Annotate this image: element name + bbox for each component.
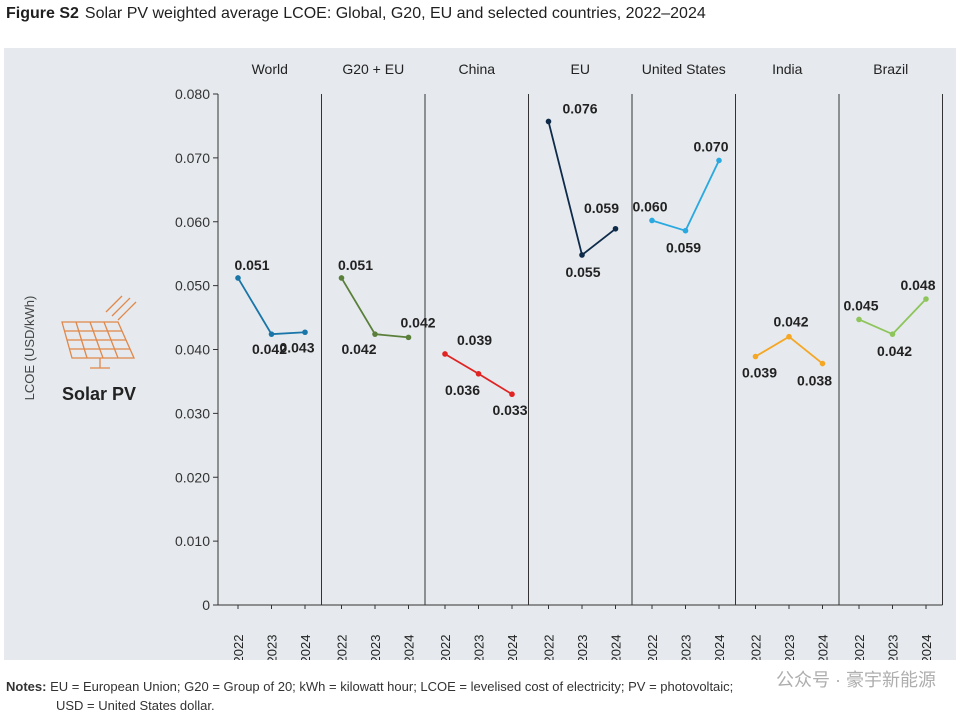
panel-header: United States [642,61,726,77]
y-tick-label: 0.040 [175,342,210,358]
data-label: 0.059 [666,240,701,256]
data-point [579,252,585,258]
data-point [235,275,241,281]
x-tick-label: 2023 [886,635,901,660]
data-point [545,118,552,125]
x-tick-label: 2024 [609,635,624,660]
series-line [755,335,824,365]
figure-label: Figure S2 [6,5,79,22]
data-point [612,225,619,232]
data-point [716,157,722,164]
data-label: 0.039 [742,365,777,381]
data-label: 0.055 [565,264,600,280]
data-point [819,360,826,367]
data-label: 0.076 [563,100,598,116]
data-label: 0.042 [252,341,287,357]
data-label: 0.051 [234,257,269,273]
y-tick-label: 0.050 [175,278,210,294]
notes: Notes: EU = European Union; G20 = Group … [6,677,946,715]
x-tick-label: 2024 [298,635,313,660]
series-line [547,121,617,257]
figure-title-text: Solar PV weighted average LCOE: Global, … [84,5,706,22]
panel-header: EU [571,61,590,77]
x-tick-label: 2022 [645,635,660,660]
data-point [649,217,655,224]
data-label: 0.033 [492,402,527,418]
watermark: 公众号 · 豪宇新能源 [776,670,936,690]
x-tick-label: 2023 [265,635,280,660]
x-tick-label: 2022 [852,635,867,660]
x-tick-label: 2024 [816,635,831,660]
x-tick-label: 2023 [782,635,797,660]
y-tick-label: 0.060 [175,214,210,230]
x-tick-label: 2024 [505,635,520,660]
data-point [889,331,896,337]
x-tick-label: 2024 [402,635,417,660]
data-point [372,331,378,337]
panel-header: World [252,61,288,77]
data-label: 0.042 [877,343,912,359]
data-label: 0.070 [693,138,728,154]
data-label: 0.036 [445,382,480,398]
panel-header: China [458,61,495,77]
y-tick-label: 0.010 [175,533,210,549]
solar-pv-label: Solar PV [62,384,137,404]
series-line [237,277,306,336]
x-tick-label: 2023 [472,635,487,660]
x-tick-label: 2022 [542,635,557,660]
x-tick-label: 2022 [438,635,453,660]
data-label: 0.042 [341,341,376,357]
panel-header: G20 + EU [342,61,404,77]
data-label: 0.051 [338,257,373,273]
y-axis-title: LCOE (USD/kWh) [22,296,37,401]
data-label: 0.039 [457,332,492,348]
y-tick-label: 0.030 [175,405,210,421]
data-point [752,353,759,360]
data-point [682,227,689,234]
data-point [856,316,862,323]
notes-line-1: EU = European Union; G20 = Group of 20; … [50,679,734,694]
data-label: 0.042 [401,314,436,330]
notes-label: Notes: [6,679,47,694]
y-tick-label: 0.020 [175,469,210,485]
x-tick-label: 2023 [368,635,383,660]
figure-title: Figure S2 Solar PV weighted average LCOE:… [6,5,706,23]
y-tick-label: 0.070 [175,150,210,166]
data-label: 0.038 [797,373,832,389]
series-line [340,277,409,339]
x-tick-label: 2022 [335,635,350,660]
notes-line-2: USD = United States dollar. [56,698,215,713]
data-label: 0.059 [584,200,619,216]
panel-header: India [772,61,803,77]
data-label: 0.042 [773,314,808,330]
data-point [405,334,412,341]
solar-panel-icon [56,290,166,410]
x-tick-label: 2023 [575,635,590,660]
x-tick-label: 2024 [919,635,934,660]
y-tick-label: 0.080 [175,86,210,102]
data-point [786,333,792,340]
data-point [442,351,448,357]
data-point [338,275,345,281]
lcoe-chart: 0 0.010 0.020 0.030 0.040 0.050 0.060 0.070 0.08… [22,61,943,660]
x-tick-label: 2023 [679,635,694,660]
data-point [268,331,275,337]
x-tick-label: 2022 [749,635,764,660]
x-tick-label: 2022 [231,635,246,660]
chart-panel: 0 0.010 0.020 0.030 0.040 0.050 0.060 0.070 0.08… [4,48,956,660]
data-point [509,391,515,398]
panel-header: Brazil [873,61,908,77]
data-point [475,370,482,377]
x-tick-label: 2024 [712,635,727,660]
y-tick-label: 0 [202,597,210,613]
data-label: 0.045 [843,297,878,313]
data-point [923,296,929,302]
data-label: 0.043 [279,339,314,355]
series-line [651,160,720,232]
data-point [302,329,308,336]
data-label: 0.060 [632,198,667,214]
data-label: 0.048 [900,277,935,293]
